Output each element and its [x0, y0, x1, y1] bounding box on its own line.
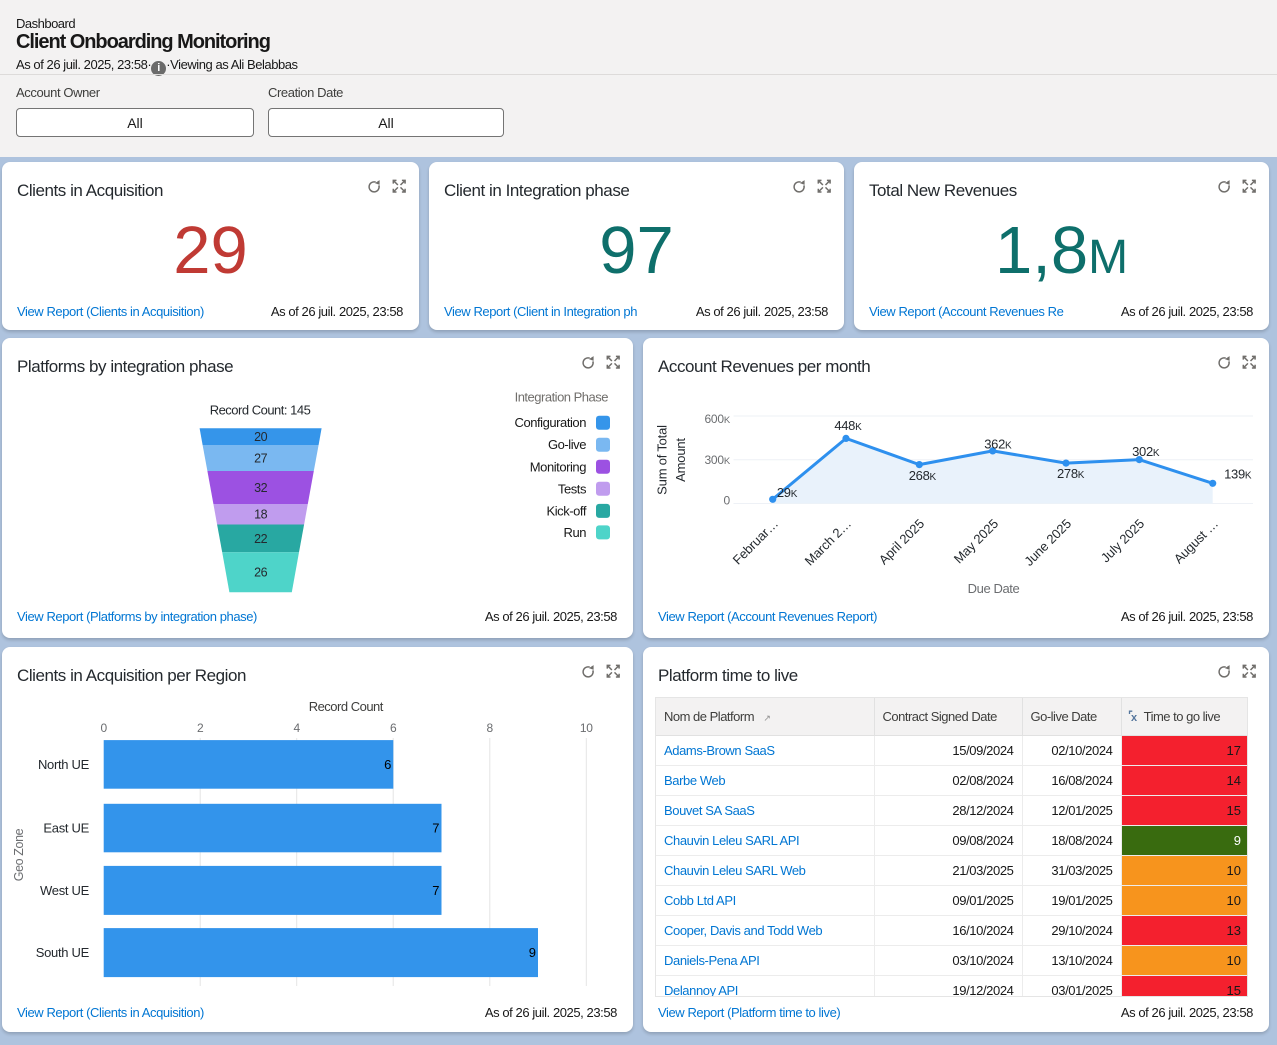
svg-text:Tests: Tests	[558, 481, 587, 496]
svg-text:139K: 139K	[1224, 467, 1252, 482]
svg-text:362K: 362K	[984, 437, 1012, 452]
svg-text:22: 22	[254, 532, 267, 546]
svg-text:600K: 600K	[704, 412, 730, 426]
svg-text:Amount: Amount	[673, 438, 688, 482]
svg-text:x: x	[1131, 712, 1138, 723]
svg-text:6: 6	[390, 721, 397, 735]
svg-text:10: 10	[580, 721, 593, 735]
svg-text:Due Date: Due Date	[968, 581, 1020, 596]
svg-text:Configuration: Configuration	[515, 415, 587, 430]
svg-text:Record Count: Record Count	[309, 699, 384, 714]
svg-text:Geo Zone: Geo Zone	[12, 828, 26, 881]
svg-text:East UE: East UE	[43, 821, 89, 836]
svg-text:448K: 448K	[834, 418, 862, 433]
svg-text:Februar…: Februar…	[730, 516, 781, 567]
svg-text:Sum of Total: Sum of Total	[655, 425, 670, 495]
svg-text:0: 0	[100, 721, 107, 735]
svg-text:March 2…: March 2…	[802, 516, 854, 568]
svg-text:7: 7	[432, 821, 439, 836]
svg-text:29K: 29K	[777, 485, 798, 500]
svg-text:South UE: South UE	[36, 945, 90, 960]
svg-text:268K: 268K	[909, 468, 937, 483]
svg-text:6: 6	[384, 757, 391, 772]
svg-text:West UE: West UE	[40, 883, 90, 898]
svg-text:20: 20	[254, 430, 267, 444]
svg-text:27: 27	[254, 452, 267, 466]
svg-text:Record Count: 145: Record Count: 145	[210, 403, 311, 418]
svg-text:18: 18	[254, 508, 267, 522]
svg-text:North UE: North UE	[38, 757, 90, 772]
svg-text:July 2025: July 2025	[1098, 516, 1147, 565]
svg-text:April 2025: April 2025	[876, 516, 927, 567]
svg-text:300K: 300K	[704, 453, 730, 467]
svg-text:26: 26	[254, 566, 267, 580]
svg-text:32: 32	[254, 481, 267, 495]
svg-text:7: 7	[432, 883, 439, 898]
svg-text:Run: Run	[564, 525, 587, 540]
svg-text:278K: 278K	[1057, 466, 1085, 481]
svg-text:302K: 302K	[1132, 444, 1160, 459]
svg-text:Monitoring: Monitoring	[530, 459, 586, 474]
svg-text:9: 9	[529, 945, 536, 960]
svg-text:May 2025: May 2025	[951, 516, 1001, 566]
svg-text:August …: August …	[1171, 516, 1221, 566]
svg-text:4: 4	[293, 721, 300, 735]
svg-text:2: 2	[197, 721, 204, 735]
svg-text:Integration Phase: Integration Phase	[515, 390, 609, 405]
svg-text:8: 8	[487, 721, 494, 735]
svg-text:0: 0	[724, 494, 731, 508]
svg-text:June 2025: June 2025	[1021, 516, 1074, 569]
svg-text:Go-live: Go-live	[548, 437, 586, 452]
svg-text:Kick-off: Kick-off	[546, 503, 586, 518]
